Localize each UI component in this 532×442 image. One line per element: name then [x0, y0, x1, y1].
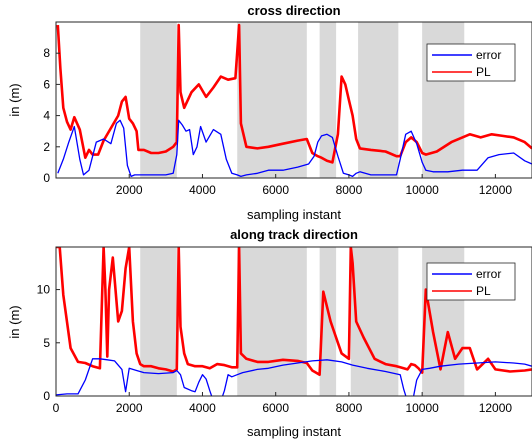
chart-title: along track direction: [230, 227, 358, 242]
y-tick-label: 2: [43, 140, 50, 154]
x-tick-label: 4000: [189, 401, 216, 415]
series-line-error: [56, 358, 532, 396]
shaded-region-2: [319, 247, 337, 396]
x-axis-label: sampling instant: [247, 207, 341, 222]
shaded-region-1: [237, 22, 307, 178]
y-axis-ticks: 0 2 4 6 8: [43, 46, 60, 185]
chart-title: cross direction: [247, 3, 340, 18]
legend: error PL: [426, 43, 516, 82]
y-tick-label: 0: [43, 171, 50, 185]
x-tick-label: 2000: [116, 401, 143, 415]
y-tick-label: 6: [43, 77, 50, 91]
shaded-region-0: [140, 22, 177, 178]
y-tick-label: 8: [43, 46, 50, 60]
series-line-error: [57, 119, 532, 178]
series-lines: [56, 247, 532, 396]
legend-box: [426, 262, 516, 301]
series-lines: [56, 23, 532, 178]
legend: error PL: [426, 262, 516, 301]
x-tick-label: 0: [53, 401, 60, 415]
legend-error-label: error: [476, 267, 501, 281]
x-tick-label: 12000: [479, 183, 513, 197]
x-tick-label: 4000: [189, 183, 216, 197]
y-axis-ticks: 0 5 10: [37, 283, 60, 403]
y-tick-label: 4: [43, 109, 50, 123]
x-tick-label: 6000: [262, 183, 289, 197]
legend-pl-label: PL: [476, 284, 491, 298]
x-tick-label: 8000: [336, 401, 363, 415]
shaded-region-1: [237, 247, 307, 396]
along-track-direction-chart: along track direction 0 2000 4000 6000 8000 1…: [7, 227, 532, 439]
x-tick-label: 6000: [262, 401, 289, 415]
y-axis-label: in (m): [7, 83, 22, 116]
cross-direction-chart: cross direction 2000 4000 6000 8000 10000 120…: [7, 3, 532, 222]
series-line-pl: [56, 247, 532, 377]
x-tick-label: 8000: [336, 183, 363, 197]
legend-box: [426, 43, 516, 82]
y-axis-label: in (m): [7, 305, 22, 338]
legend-error-label: error: [476, 48, 501, 62]
x-axis-ticks: 0 2000 4000 6000 8000 10000 12000: [53, 392, 513, 415]
y-tick-label: 5: [43, 336, 50, 350]
shaded-region-2: [319, 22, 337, 178]
x-axis-label: sampling instant: [247, 424, 341, 439]
y-tick-label: 10: [37, 283, 51, 297]
x-tick-label: 10000: [405, 401, 439, 415]
shaded-region-3: [350, 247, 399, 396]
x-axis-ticks: 2000 4000 6000 8000 10000 12000: [116, 174, 513, 197]
x-tick-label: 10000: [405, 183, 439, 197]
x-tick-label: 12000: [479, 401, 513, 415]
plot-frame: [55, 21, 532, 179]
plot-frame: [55, 246, 532, 397]
legend-pl-label: PL: [476, 65, 491, 79]
x-tick-label: 2000: [116, 183, 143, 197]
y-tick-label: 0: [43, 389, 50, 403]
